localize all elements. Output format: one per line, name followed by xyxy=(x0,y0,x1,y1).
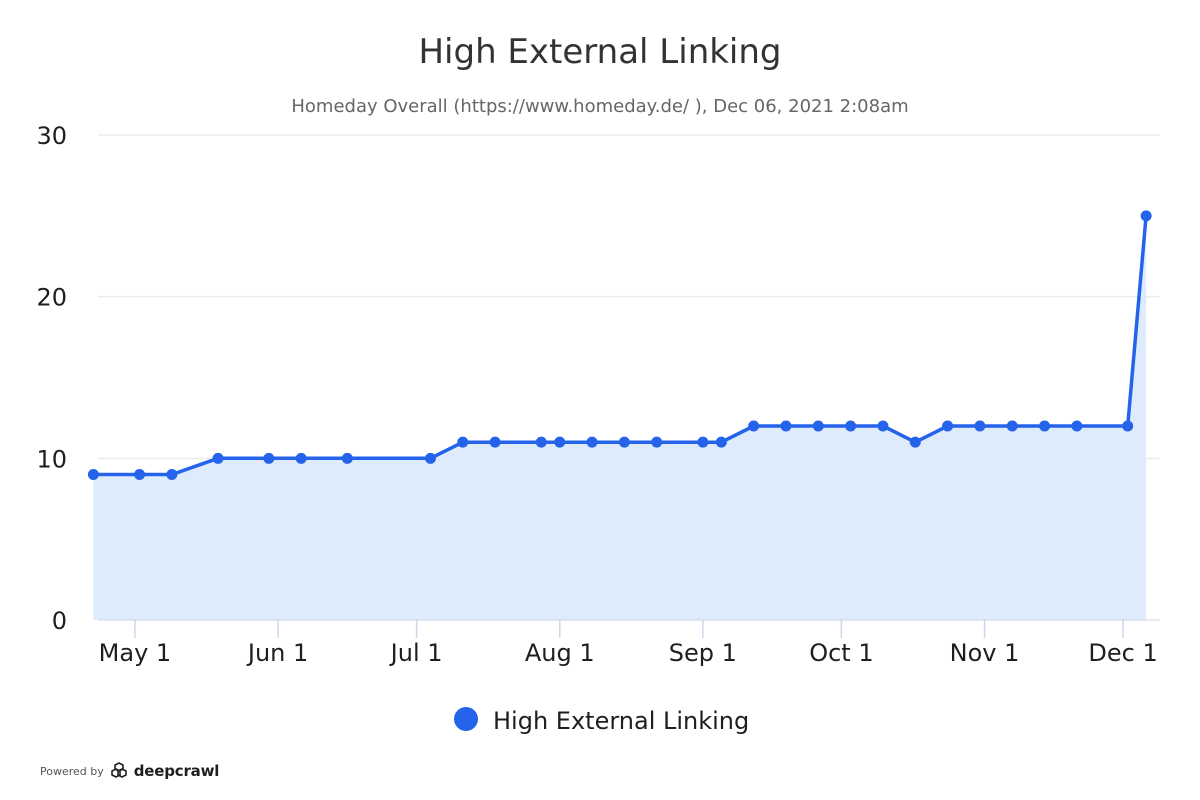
data-point[interactable] xyxy=(1039,420,1051,432)
data-points xyxy=(87,210,1152,480)
data-point[interactable] xyxy=(424,452,436,464)
legend: High External Linking xyxy=(454,707,749,735)
data-point[interactable] xyxy=(457,436,469,448)
data-point[interactable] xyxy=(780,420,792,432)
y-tick-label: 30 xyxy=(36,122,67,150)
y-tick-label: 0 xyxy=(52,607,67,635)
deepcrawl-logo-icon xyxy=(110,762,127,778)
data-point[interactable] xyxy=(942,420,954,432)
data-point[interactable] xyxy=(715,436,727,448)
chart-subtitle: Homeday Overall (https://www.homeday.de/… xyxy=(291,96,909,117)
data-point[interactable] xyxy=(974,420,986,432)
data-point[interactable] xyxy=(554,436,566,448)
data-point[interactable] xyxy=(166,469,178,480)
x-tick-label: Jul 1 xyxy=(389,639,443,667)
data-point[interactable] xyxy=(812,420,824,432)
legend-marker[interactable] xyxy=(454,707,478,731)
grid-lines xyxy=(98,134,1160,460)
x-tick-label: Dec 1 xyxy=(1088,639,1157,667)
x-tick-label: Jun 1 xyxy=(246,639,308,667)
data-point[interactable] xyxy=(134,469,146,480)
area-fill xyxy=(93,215,1147,621)
data-point[interactable] xyxy=(845,420,857,432)
data-point[interactable] xyxy=(263,452,275,464)
y-tick-label: 10 xyxy=(36,445,67,473)
data-point[interactable] xyxy=(1071,420,1083,432)
x-tick-label: May 1 xyxy=(99,639,172,667)
y-tick-label: 20 xyxy=(36,284,67,312)
data-point[interactable] xyxy=(748,420,760,432)
data-point[interactable] xyxy=(909,436,921,448)
brand-name: deepcrawl xyxy=(133,762,220,780)
x-tick-label: Oct 1 xyxy=(809,639,873,667)
data-point[interactable] xyxy=(1122,420,1134,432)
data-point[interactable] xyxy=(295,452,307,464)
data-point[interactable] xyxy=(535,436,547,448)
powered-by-text: Powered by xyxy=(40,764,104,778)
data-point[interactable] xyxy=(1006,420,1018,432)
data-point[interactable] xyxy=(1140,210,1152,222)
x-tick-label: Sep 1 xyxy=(669,639,737,667)
data-point[interactable] xyxy=(586,436,598,448)
x-axis: May 1 Jun 1 Jul 1 Aug 1 Sep 1 Oct 1 Nov 1 Dec 1 xyxy=(98,619,1160,667)
data-point[interactable] xyxy=(341,452,353,464)
data-point[interactable] xyxy=(212,452,224,464)
data-point[interactable] xyxy=(651,436,663,448)
y-axis: 0 10 20 30 xyxy=(36,122,67,635)
data-point[interactable] xyxy=(618,436,630,448)
footer: Powered by deepcrawl xyxy=(40,760,219,782)
series-area xyxy=(93,215,1147,621)
data-point[interactable] xyxy=(697,436,709,448)
data-point[interactable] xyxy=(877,420,889,432)
chart-title: High External Linking xyxy=(418,32,782,72)
data-point[interactable] xyxy=(489,436,501,448)
x-tick-label: Nov 1 xyxy=(950,639,1020,667)
x-tick-label: Aug 1 xyxy=(525,639,595,667)
legend-label[interactable]: High External Linking xyxy=(493,707,749,735)
data-point[interactable] xyxy=(87,469,99,480)
